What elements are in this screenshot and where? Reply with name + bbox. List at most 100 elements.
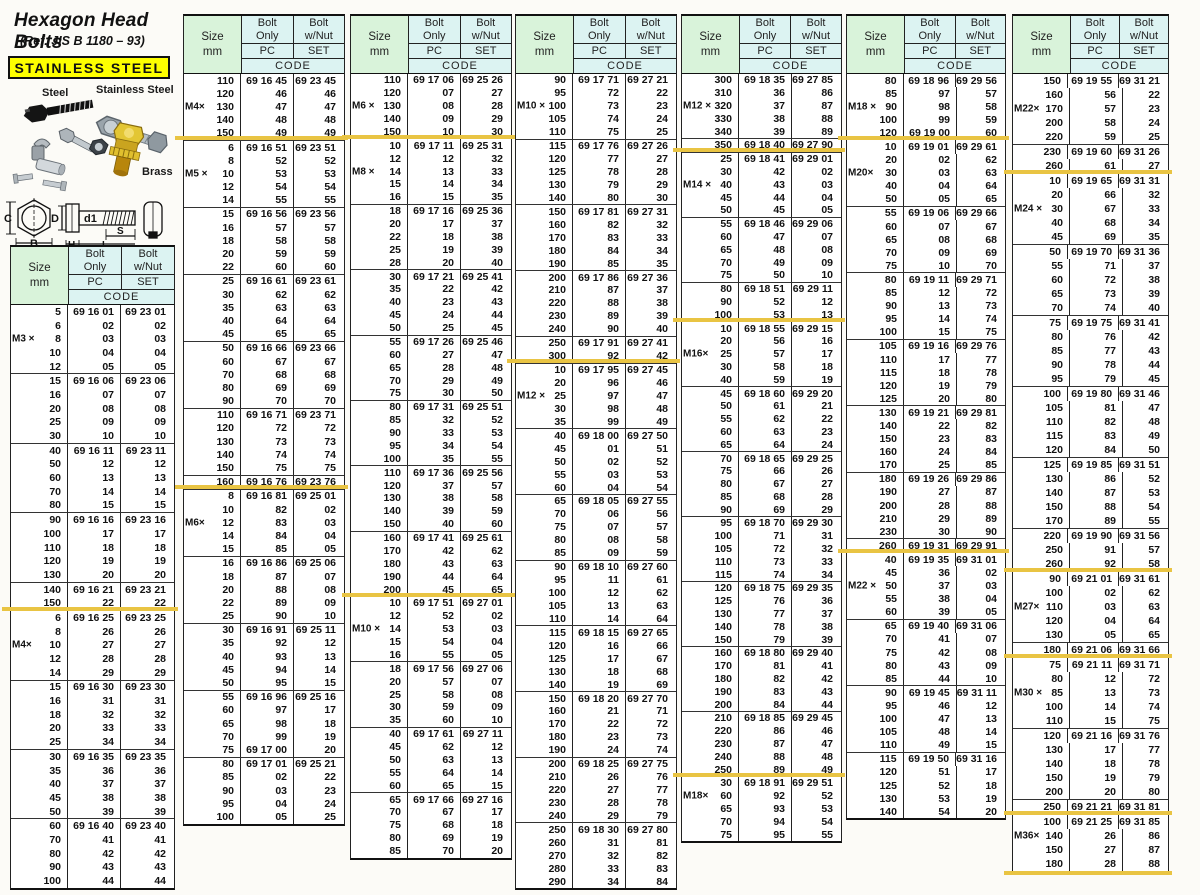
pc-code-cell: 69: [739, 503, 792, 517]
table-row: 100 69 21 25 69 31 85: [1004, 810, 1172, 829]
size-cell: 75: [351, 387, 408, 400]
set-code-cell: 69 25 21: [295, 758, 336, 771]
pc-code-cell: 03: [1070, 600, 1123, 614]
table-row: 50 12 12: [11, 457, 174, 472]
table-row: 65 98 18: [184, 717, 344, 731]
pc-code-cell: 69 18 75: [739, 582, 792, 595]
table-row: M36× 140 26 86: [1013, 829, 1168, 843]
length-value: 90: [389, 427, 401, 440]
pc-code-cell: 14: [1070, 700, 1123, 714]
size-cell: 270: [516, 849, 573, 863]
pc-code-cell: 84: [739, 698, 792, 712]
length-value: 95: [1051, 373, 1063, 385]
table-row: 10 69 17 95 69 27 45: [507, 359, 680, 377]
pc-code-cell: 25: [904, 458, 957, 472]
set-code-cell: 69 23 40: [125, 820, 166, 833]
length-value: 55: [885, 593, 897, 606]
size-cell: 150: [1013, 771, 1070, 785]
length-value: 80: [389, 832, 401, 845]
size-cell: 250: [1013, 800, 1068, 814]
table-row: 80 08 58: [516, 533, 676, 547]
size-cell: M30 × 85: [1013, 686, 1070, 700]
size-cell: 200: [1013, 785, 1070, 799]
size-cell: 10: [516, 363, 573, 377]
set-code-cell: 15: [491, 779, 503, 792]
table-row: 130 38 58: [351, 492, 511, 505]
table-row: 200 84 44: [682, 698, 841, 712]
bolt-only-line2: Only: [255, 29, 279, 42]
length-value: 15: [222, 208, 234, 221]
bolt-only-header: Bolt Only: [905, 16, 956, 43]
length-value: 130: [548, 178, 566, 191]
set-code-cell: 75: [1148, 715, 1160, 727]
pc-code-cell: 69 16 86: [241, 556, 294, 570]
table-row: 105 81 47: [1013, 401, 1168, 415]
size-cell: 85: [1013, 344, 1070, 358]
pc-code-cell: 69 18 65: [739, 452, 792, 465]
set-code-cell: 58: [985, 100, 997, 113]
set-code-cell: 69 23 56: [295, 208, 336, 221]
table-row: 200 58 24: [1013, 116, 1168, 130]
set-code-cell: 69 31 61: [1119, 573, 1160, 585]
table-row: 65 69 19 40 69 31 06: [847, 618, 1005, 633]
length-value: 130: [216, 435, 234, 448]
size-cell: 240: [516, 322, 573, 336]
set-code-cell: 32: [1148, 189, 1160, 201]
size-cell: 85: [184, 770, 241, 784]
set-code-cell: 69 29 11: [792, 283, 833, 296]
length-value: 5: [55, 305, 61, 318]
table-row: 115 69 17 76 69 27 26: [516, 138, 676, 153]
table-row: 25 90 10: [184, 609, 344, 623]
set-code-cell: 52: [324, 154, 336, 167]
length-value: 220: [1045, 131, 1063, 143]
pc-code-cell: 87: [739, 737, 792, 751]
table-row: 70 14 14: [11, 484, 174, 499]
pc-code-cell: 93: [739, 802, 792, 816]
set-code-cell: 69 31 41: [1119, 317, 1160, 329]
length-value: 120: [1045, 615, 1063, 627]
length-value: 130: [879, 792, 897, 805]
set-code-cell: 58: [491, 492, 503, 505]
pc-code-cell: 12: [904, 286, 957, 300]
table-row: 85 02 22: [184, 770, 344, 784]
pc-code-cell: 69 18 25: [573, 757, 626, 771]
set-code-cell: 26: [821, 465, 833, 478]
size-cell: 20: [184, 583, 241, 597]
size-cell: 110: [1013, 415, 1070, 429]
pc-code-cell: 69 18 10: [573, 560, 626, 574]
size-cell: 40: [351, 727, 408, 741]
length-value: 100: [383, 452, 401, 465]
table-row: 130 77 37: [682, 607, 841, 621]
pc-code-cell: 38: [408, 492, 461, 505]
table-row: 150 40 60: [351, 517, 511, 531]
table-header: Size mm Bolt Only Bolt w/Nut PC SET CODE: [351, 16, 511, 74]
set-code-cell: 02: [821, 165, 833, 178]
set-code-cell: 69 23 16: [125, 514, 166, 527]
table-row: 60 47 07: [682, 230, 841, 244]
set-code-cell: 47: [821, 738, 833, 751]
size-cell: 95: [847, 312, 904, 326]
pc-code-cell: 69 17 56: [408, 662, 461, 676]
table-row: 70 67 17: [351, 806, 511, 819]
pc-code-cell: 97: [241, 703, 294, 717]
set-code-cell: 08: [491, 688, 503, 701]
size-cell: 230: [1013, 145, 1068, 159]
length-value: 70: [49, 833, 61, 846]
pc-code-cell: 95: [739, 828, 792, 842]
size-cell: 20: [184, 247, 241, 261]
size-cell: 15: [184, 542, 241, 556]
pc-code-cell: 77: [1070, 344, 1123, 358]
size-cell: 16: [11, 388, 68, 402]
pc-code-cell: 62: [408, 740, 461, 754]
set-code-cell: 52: [656, 455, 668, 468]
pc-code-cell: 69 18 60: [739, 387, 792, 400]
set-code-cell: 39: [491, 243, 503, 256]
set-code-cell: 62: [491, 544, 503, 557]
table-row: 16 07 07: [11, 388, 174, 402]
length-value: 125: [879, 779, 897, 792]
pc-code-cell: 31: [573, 836, 626, 850]
brass-fitting-photo: [108, 122, 145, 177]
thread-size-prefix: M24 ×: [1014, 203, 1043, 215]
pc-code-cell: 23: [408, 295, 461, 309]
set-code-cell: 22: [656, 87, 668, 100]
